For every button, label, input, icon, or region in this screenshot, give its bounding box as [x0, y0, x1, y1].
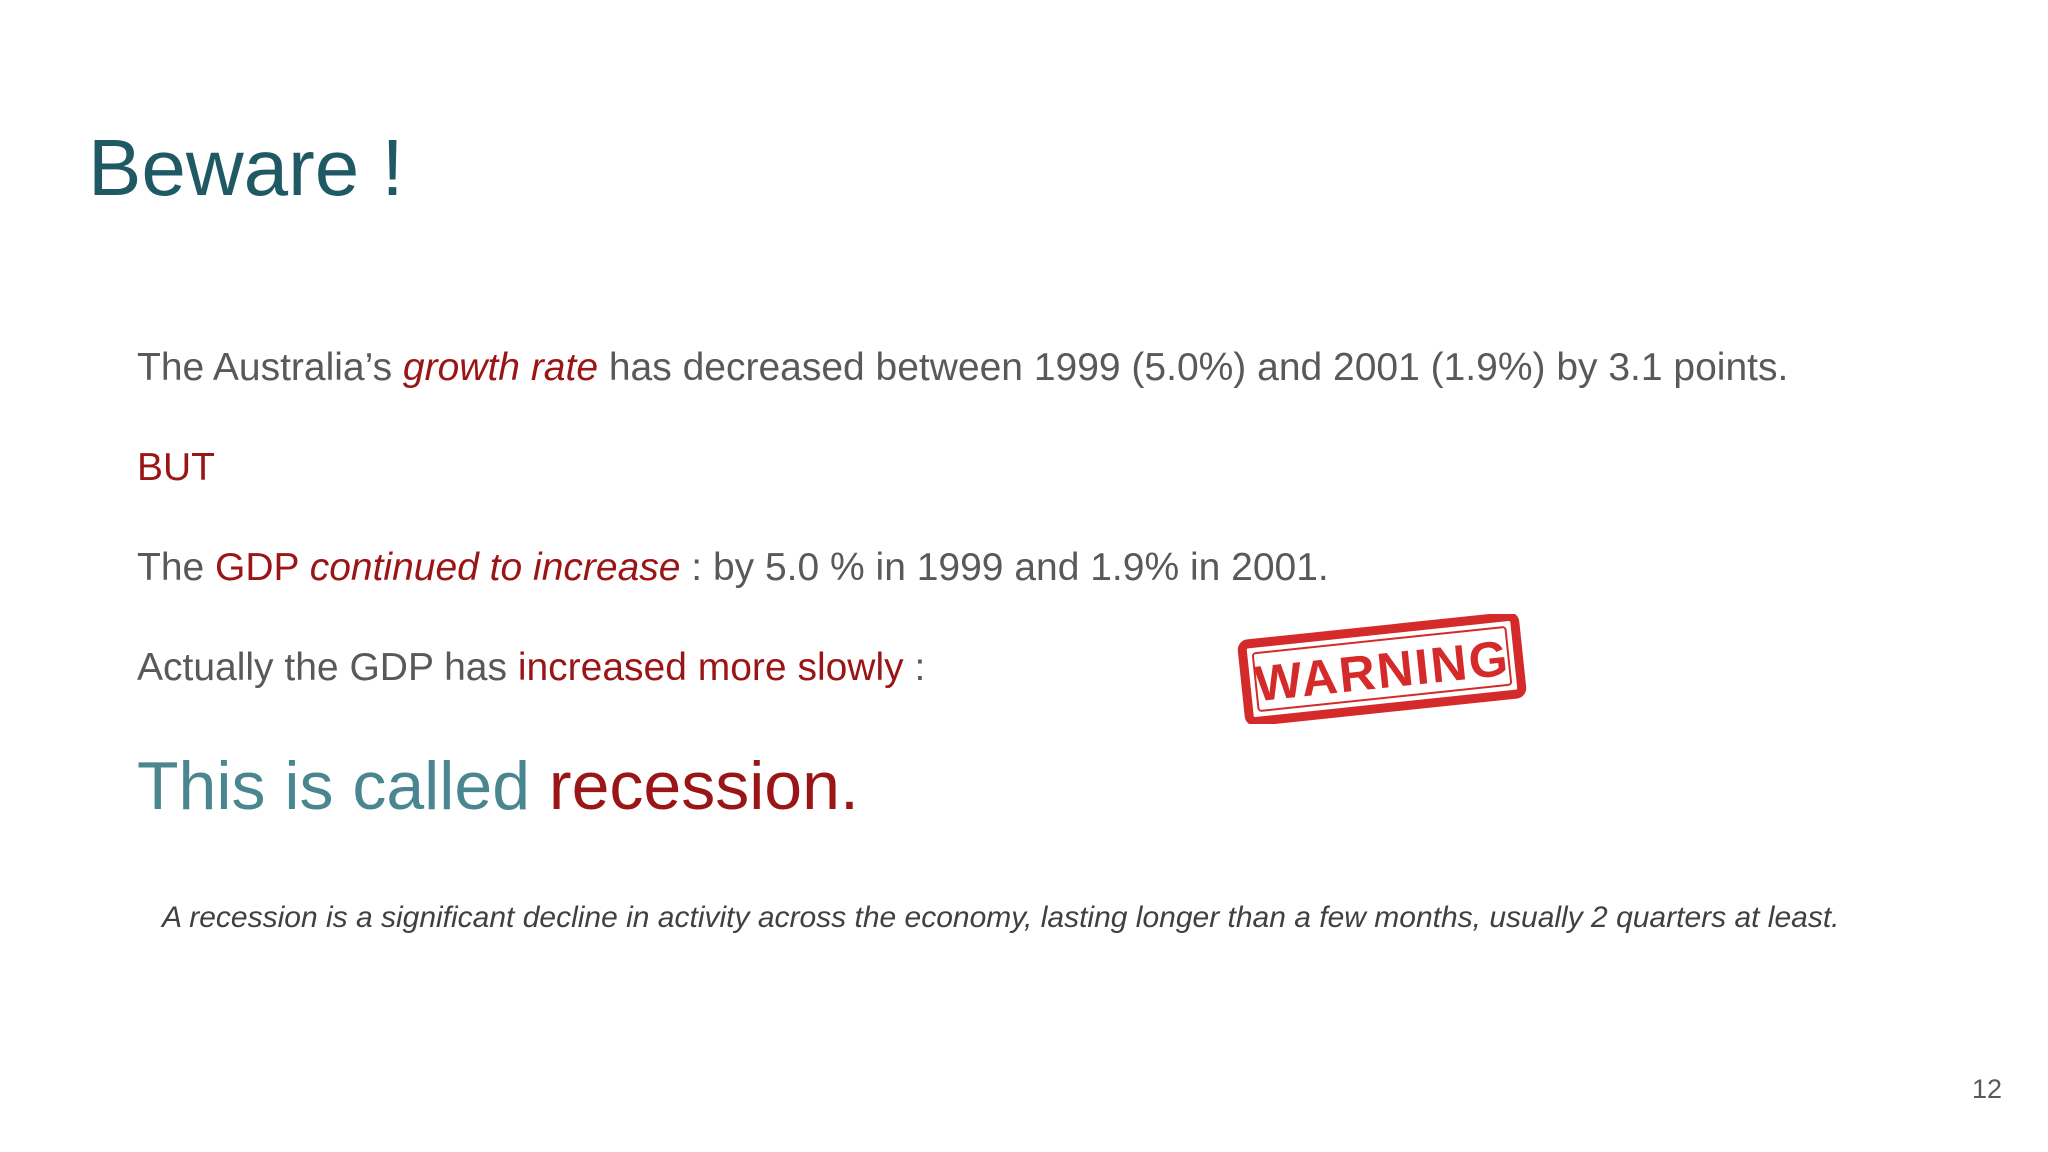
slide-title: Beware !	[88, 123, 404, 212]
recession-term: recession.	[548, 748, 859, 824]
growth-rate-statement: The Australia’s growth rate has decrease…	[137, 348, 1788, 387]
slowly-highlight: increased more slowly	[517, 646, 904, 689]
slowly-suffix: :	[903, 646, 926, 689]
gdp-suffix: : by 5.0 % in 1999 and 1.9% in 2001.	[680, 546, 1329, 589]
but-label: BUT	[137, 446, 215, 489]
growth-rate-highlight: growth rate	[402, 346, 599, 389]
recession-definition: A recession is a significant decline in …	[162, 901, 1840, 934]
warning-stamp-icon: WARNING	[1237, 614, 1527, 724]
gdp-highlight: continued to increase	[309, 546, 681, 589]
gdp-statement: The GDP continued to increase : by 5.0 %…	[137, 548, 1329, 587]
gdp-prefix: The	[137, 546, 216, 589]
slowly-prefix: Actually the GDP has	[137, 646, 518, 689]
growth-rate-prefix: The Australia’s	[137, 346, 403, 389]
growth-rate-suffix: has decreased between 1999 (5.0%) and 20…	[598, 346, 1789, 389]
recession-prefix: This is called	[137, 748, 549, 824]
page-number: 12	[1971, 1074, 2002, 1104]
recession-heading: This is called recession.	[137, 752, 859, 820]
gdp-term: GDP	[215, 546, 310, 589]
slowly-statement: Actually the GDP has increased more slow…	[137, 648, 925, 687]
